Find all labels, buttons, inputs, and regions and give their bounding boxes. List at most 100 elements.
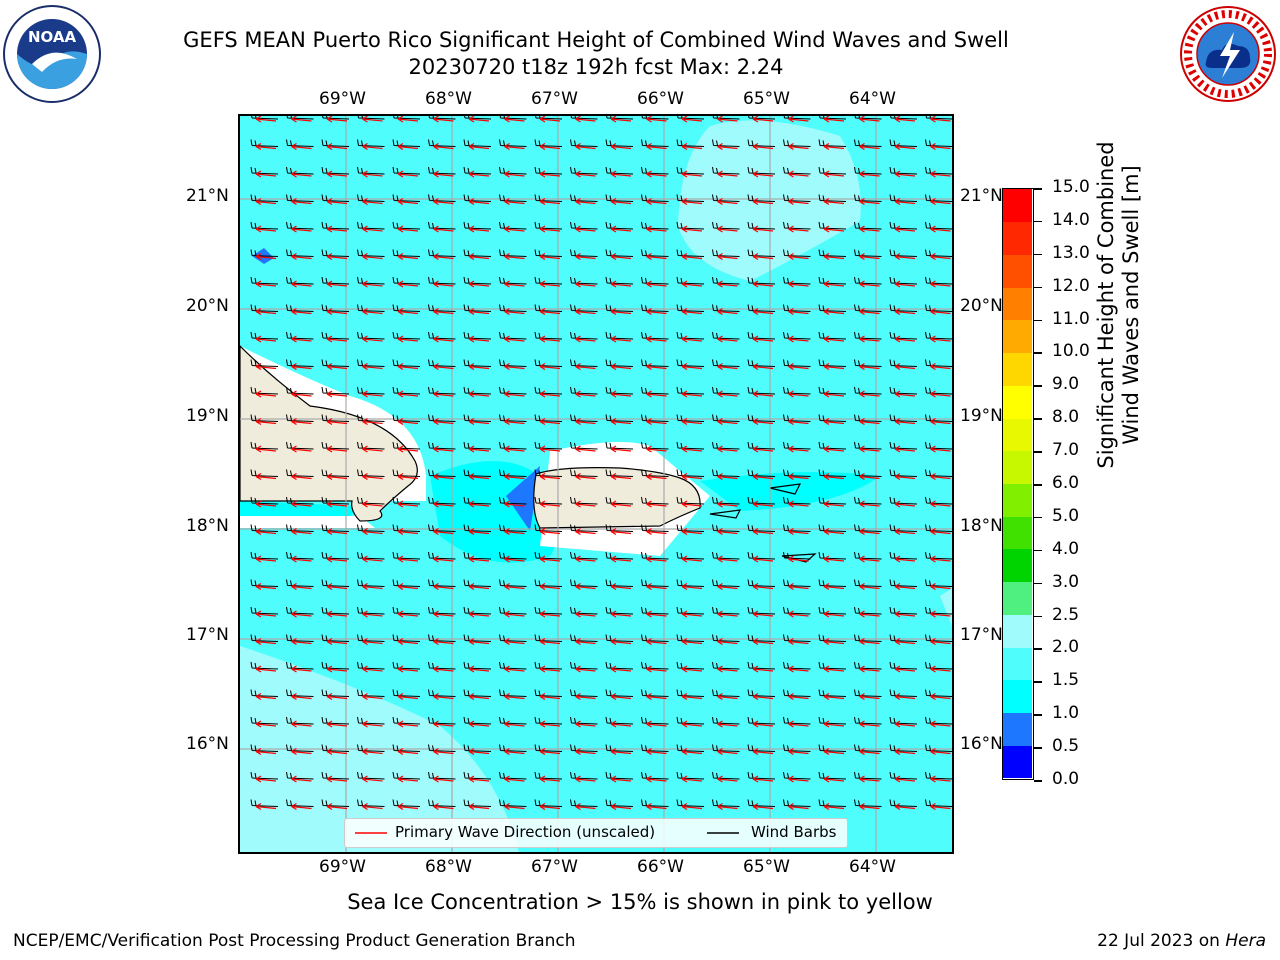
wave-direction-arrow [894, 500, 916, 508]
wave-direction-arrow [575, 280, 596, 288]
wave-direction-arrow [646, 720, 667, 728]
wave-direction-arrow [397, 116, 419, 123]
colorbar-segment [1003, 418, 1032, 452]
wave-direction-arrow [362, 637, 383, 646]
wave-direction-arrow [255, 280, 277, 288]
wave-direction-arrow [362, 555, 383, 563]
wave-direction-arrow [752, 555, 774, 563]
wave-direction-arrow [397, 720, 419, 728]
wave-direction-arrow [255, 445, 277, 453]
wave-direction-arrow [468, 417, 490, 426]
wave-direction-arrow [681, 637, 703, 646]
wave-direction-arrow [930, 445, 951, 453]
wave-direction-arrow [433, 665, 454, 673]
wave-direction-arrow [752, 802, 774, 811]
wave-direction-arrow [646, 225, 667, 233]
wave-direction-arrow [397, 527, 419, 536]
colorbar-segment [1003, 189, 1032, 223]
wave-direction-arrow [894, 720, 916, 728]
wave-direction-arrow [575, 417, 596, 426]
colorbar-segment [1003, 352, 1032, 386]
wave-direction-arrow [717, 252, 738, 261]
wave-direction-arrow [610, 555, 632, 563]
wave-direction-arrow [575, 142, 596, 151]
wave-direction-arrow [823, 500, 845, 508]
wave-direction-arrow [504, 747, 525, 756]
wave-direction-arrow [397, 692, 419, 701]
wave-direction-arrow [575, 637, 596, 646]
wave-direction-arrow [681, 116, 703, 123]
wave-direction-arrow [255, 775, 277, 783]
wave-direction-arrow [326, 527, 348, 536]
wave-direction-arrow [610, 665, 632, 673]
colorbar-segment [1003, 581, 1032, 615]
colorbar-tick-mark [1034, 681, 1042, 683]
wave-direction-arrow [433, 390, 454, 398]
wave-direction-arrow [610, 225, 632, 233]
wave-direction-arrow [894, 116, 916, 123]
wave-direction-arrow [859, 472, 880, 481]
wave-direction-arrow [362, 307, 383, 316]
wave-direction-arrow [788, 775, 809, 783]
colorbar-segment [1003, 614, 1032, 648]
wave-direction-arrow [326, 280, 348, 288]
wave-direction-arrow [823, 142, 845, 151]
wave-direction-arrow [255, 500, 277, 508]
wave-direction-arrow [930, 280, 951, 288]
lon-tick-bottom: 68°W [425, 857, 472, 877]
wave-direction-arrow [291, 555, 312, 563]
wave-direction-arrow [397, 775, 419, 783]
wave-direction-arrow [539, 362, 561, 371]
wave-direction-arrow [752, 335, 774, 343]
colorbar-tick-mark [1034, 615, 1042, 618]
wave-direction-arrow [930, 637, 951, 646]
wave-direction-arrow [681, 720, 703, 728]
wave-direction-arrow [752, 747, 774, 756]
wave-direction-arrow [788, 225, 809, 233]
wave-direction-arrow [362, 582, 383, 591]
wave-direction-arrow [326, 197, 348, 206]
wave-direction-arrow [610, 802, 632, 811]
wave-direction-arrow [539, 472, 561, 481]
wave-direction-arrow [504, 116, 525, 123]
wave-direction-arrow [930, 555, 951, 563]
wave-direction-arrow [539, 170, 561, 178]
wave-direction-arrow [504, 417, 525, 426]
wave-direction-arrow [575, 582, 596, 591]
wave-direction-arrow [433, 555, 454, 563]
wave-direction-arrow [894, 692, 916, 701]
wave-direction-arrow [788, 335, 809, 343]
wave-direction-arrow [255, 802, 277, 811]
wave-direction-arrow [610, 362, 632, 371]
colorbar-segment [1003, 712, 1032, 746]
wave-direction-arrow [504, 720, 525, 728]
wave-direction-arrow [362, 335, 383, 343]
wave-direction-arrow [575, 116, 596, 123]
wave-direction-arrow [894, 362, 916, 371]
wave-direction-arrow [752, 720, 774, 728]
wave-direction-arrow [752, 610, 774, 618]
wave-direction-arrow [468, 527, 490, 536]
wave-direction-arrow [859, 720, 880, 728]
wave-direction-arrow [504, 335, 525, 343]
wave-direction-arrow [468, 720, 490, 728]
wave-direction-arrow [539, 802, 561, 811]
wave-direction-arrow [433, 802, 454, 811]
colorbar-tick-label: 5.0 [1052, 505, 1080, 526]
wave-direction-arrow [433, 170, 454, 178]
wave-direction-arrow [823, 610, 845, 618]
wave-direction-arrow [468, 335, 490, 343]
wave-direction-arrow [930, 610, 951, 618]
wave-direction-arrow [433, 582, 454, 591]
wave-direction-arrow [326, 390, 348, 398]
colorbar-tick-mark [1034, 220, 1042, 223]
lat-tick-right: 17°N [960, 625, 1003, 645]
wave-direction-arrow [610, 307, 632, 316]
wave-direction-arrow [823, 362, 845, 371]
wave-direction-arrow [894, 417, 916, 426]
sea-ice-caption: Sea Ice Concentration > 15% is shown in … [347, 890, 933, 914]
colorbar-tick-label: 4.0 [1052, 538, 1080, 559]
wave-direction-arrow [291, 692, 312, 701]
wave-direction-arrow [610, 527, 632, 536]
colorbar-tick-mark [1034, 484, 1042, 486]
